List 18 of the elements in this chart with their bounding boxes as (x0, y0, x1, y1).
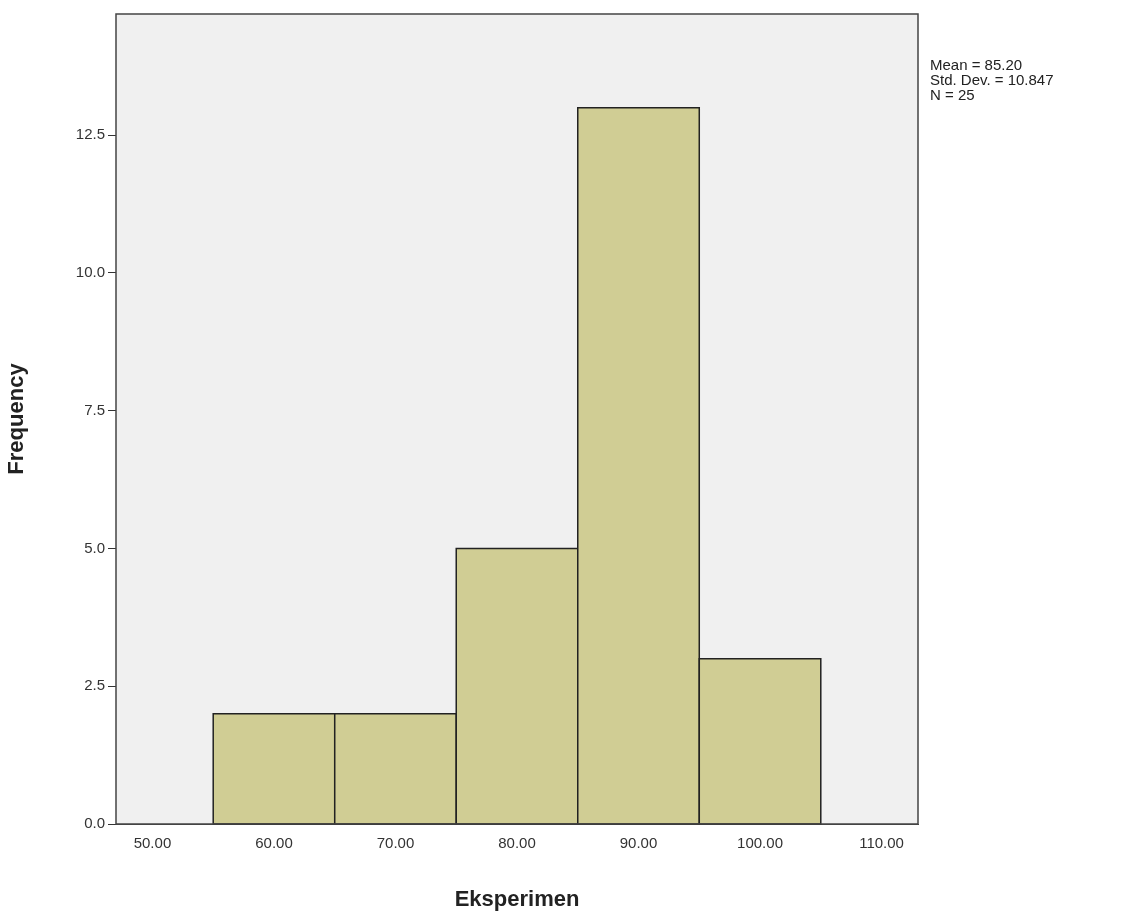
y-tick-label: 0.0 (84, 814, 105, 832)
x-tick-label: 50.00 (133, 834, 172, 852)
y-tick-label: 7.5 (84, 400, 105, 418)
y-tick-label: 2.5 (84, 676, 105, 694)
y-tick-label: 12.5 (75, 125, 105, 143)
y-tick-label: 10.0 (75, 263, 105, 281)
text: N = 25 (930, 85, 975, 103)
text: Std. Dev. = 10.847 (930, 70, 1054, 88)
x-axis-title: Eksperimen (454, 885, 580, 911)
x-tick-label: 100.00 (737, 834, 783, 852)
x-tick-label: 80.00 (498, 834, 536, 852)
x-tick-label: 70.00 (376, 834, 415, 852)
x-tick-label: 90.00 (619, 834, 658, 852)
text: Mean = 85.20 (930, 55, 1023, 73)
x-tick-label: 60.00 (255, 834, 293, 852)
x-tick-label: 110.00 (859, 834, 904, 852)
y-axis-title: Frequency (3, 362, 29, 475)
y-tick-label: 5.0 (84, 538, 105, 556)
